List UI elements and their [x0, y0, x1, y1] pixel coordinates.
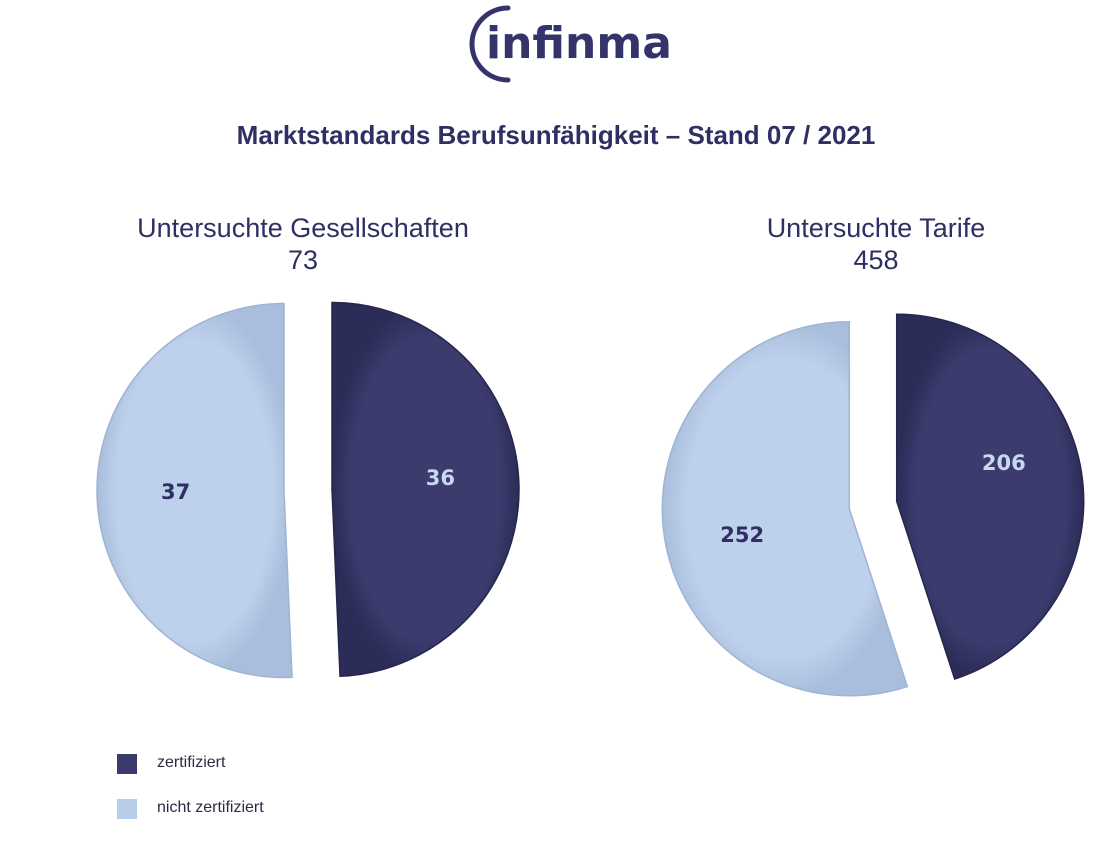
- pie-label-zertifiziert: 36: [426, 466, 455, 490]
- legend-swatch-nicht-zertifiziert: [117, 799, 137, 819]
- page-title: Marktstandards Berufsunfähigkeit – Stand…: [236, 120, 876, 150]
- chart-1-title: Untersuchte Gesellschaften: [137, 213, 469, 243]
- pie-label-nicht-zertifiziert: 37: [161, 480, 190, 504]
- pie-chart-gesellschaften: 36 37: [96, 301, 520, 679]
- chart-2-title: Untersuchte Tarife: [766, 213, 986, 243]
- chart-2-title-block: Untersuchte Tarife 458: [676, 212, 1076, 276]
- logo-text: infinma: [486, 18, 672, 69]
- chart-1-total: 73: [287, 245, 319, 275]
- pie-chart-tarife: 206 252: [661, 313, 1085, 697]
- chart-2-total: 458: [853, 245, 899, 275]
- legend-swatch-zertifiziert: [117, 754, 137, 774]
- pie-slice-nicht-zertifiziert: [96, 302, 293, 679]
- pie-label-nicht-zertifiziert: 252: [720, 523, 764, 547]
- pie-slice-zertifiziert: [895, 313, 1085, 680]
- pie-slice-nicht-zertifiziert: [661, 321, 909, 697]
- infinma-logo: [469, 5, 511, 83]
- legend-label-nicht-zertifiziert: nicht zertifiziert: [157, 799, 264, 816]
- chart-1-title-block: Untersuchte Gesellschaften 73: [103, 212, 503, 276]
- pie-label-zertifiziert: 206: [982, 451, 1026, 475]
- legend-label-zertifiziert: zertifiziert: [157, 754, 226, 771]
- pie-slice-zertifiziert: [331, 301, 520, 678]
